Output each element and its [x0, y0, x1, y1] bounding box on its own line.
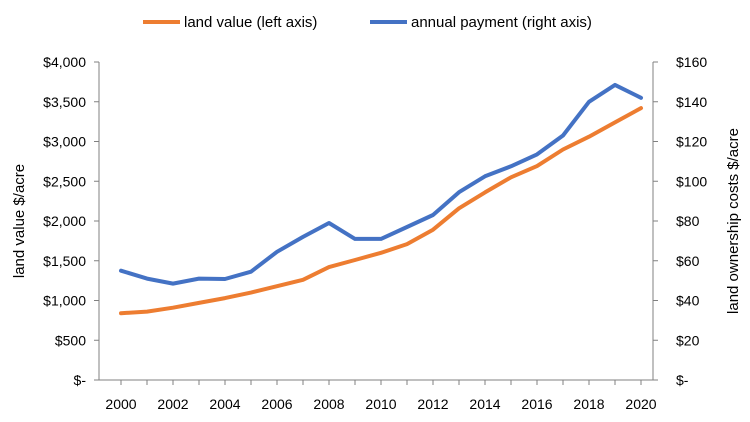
- x-tick-label: 2012: [417, 396, 448, 412]
- data-point-land-value: [587, 135, 591, 139]
- data-point-annual-payment: [275, 250, 279, 254]
- left-tick-label: $3,500: [43, 94, 86, 110]
- x-tick-label: 2018: [573, 396, 604, 412]
- data-point-annual-payment: [171, 282, 175, 286]
- right-tick-label: $40: [676, 293, 700, 309]
- x-tick-label: 2008: [313, 396, 344, 412]
- data-point-land-value: [457, 206, 461, 210]
- data-point-land-value: [379, 251, 383, 255]
- data-point-land-value: [249, 291, 253, 295]
- right-tick-label: $60: [676, 253, 700, 269]
- data-point-land-value: [275, 284, 279, 288]
- right-axis-ticks: $- $20 $40 $60 $80 $100 $120 $140 $160: [653, 54, 707, 388]
- series-layer: [119, 82, 643, 316]
- x-tick-label: 2002: [157, 396, 188, 412]
- x-tick-label: 2014: [469, 396, 500, 412]
- data-point-annual-payment: [535, 152, 539, 156]
- data-point-land-value: [353, 258, 357, 262]
- data-point-land-value: [613, 120, 617, 124]
- data-point-annual-payment: [483, 174, 487, 178]
- legend-label-land-value: land value (left axis): [184, 14, 317, 31]
- data-point-annual-payment: [145, 277, 149, 281]
- axes: [98, 62, 654, 381]
- data-point-annual-payment: [249, 270, 253, 274]
- data-point-land-value: [509, 175, 513, 179]
- left-tick-label: $1,500: [43, 253, 86, 269]
- left-tick-label: $3,000: [43, 134, 86, 150]
- data-point-annual-payment: [301, 235, 305, 239]
- right-tick-label: $100: [676, 173, 707, 189]
- x-axis-ticks: 2000 2002 2004 2006 2008 2010 2012 2014 2016 2018…: [105, 380, 657, 412]
- data-point-annual-payment: [379, 237, 383, 241]
- data-point-land-value: [535, 164, 539, 168]
- data-point-annual-payment: [405, 225, 409, 229]
- right-tick-label: $160: [676, 54, 707, 70]
- data-point-annual-payment: [327, 221, 331, 225]
- data-point-annual-payment: [613, 83, 617, 87]
- data-point-annual-payment: [223, 277, 227, 281]
- legend: land value (left axis) annual payment (r…: [143, 14, 592, 31]
- data-point-land-value: [327, 265, 331, 269]
- left-axis-title: land value $/acre: [11, 164, 28, 278]
- data-point-land-value: [145, 310, 149, 314]
- right-tick-label: $80: [676, 213, 700, 229]
- data-point-land-value: [197, 301, 201, 305]
- data-point-land-value: [431, 228, 435, 232]
- data-point-annual-payment: [561, 134, 565, 138]
- right-tick-label: $140: [676, 94, 707, 110]
- series-line-land-value: [119, 106, 643, 316]
- data-point-land-value: [119, 311, 123, 315]
- data-point-annual-payment: [197, 277, 201, 281]
- left-tick-label: $-: [74, 372, 87, 388]
- x-tick-label: 2000: [105, 396, 136, 412]
- data-point-land-value: [639, 106, 643, 110]
- data-point-land-value: [405, 242, 409, 246]
- data-point-annual-payment: [457, 190, 461, 194]
- x-tick-label: 2020: [625, 396, 656, 412]
- left-tick-label: $500: [55, 332, 86, 348]
- data-point-land-value: [561, 147, 565, 151]
- x-tick-label: 2004: [209, 396, 240, 412]
- data-point-land-value: [483, 190, 487, 194]
- right-tick-label: $120: [676, 134, 707, 150]
- right-tick-label: $-: [676, 372, 689, 388]
- data-point-annual-payment: [639, 96, 643, 100]
- data-point-annual-payment: [587, 100, 591, 104]
- x-tick-label: 2016: [521, 396, 552, 412]
- data-point-annual-payment: [509, 164, 513, 168]
- data-point-land-value: [301, 278, 305, 282]
- data-point-land-value: [171, 306, 175, 310]
- right-tick-label: $20: [676, 332, 700, 348]
- left-tick-label: $4,000: [43, 54, 86, 70]
- data-point-land-value: [223, 296, 227, 300]
- x-tick-label: 2010: [365, 396, 396, 412]
- data-point-annual-payment: [353, 237, 357, 241]
- data-point-annual-payment: [431, 213, 435, 217]
- left-tick-label: $2,500: [43, 173, 86, 189]
- left-axis-ticks: $- $500 $1,000 $1,500 $2,000 $2,500 $3,000 $3,5…: [43, 54, 99, 388]
- x-tick-label: 2006: [261, 396, 292, 412]
- left-tick-label: $1,000: [43, 293, 86, 309]
- left-tick-label: $2,000: [43, 213, 86, 229]
- right-axis-title: land ownership costs $/acre: [725, 128, 742, 314]
- data-point-annual-payment: [119, 269, 123, 273]
- legend-label-annual-payment: annual payment (right axis): [411, 14, 592, 31]
